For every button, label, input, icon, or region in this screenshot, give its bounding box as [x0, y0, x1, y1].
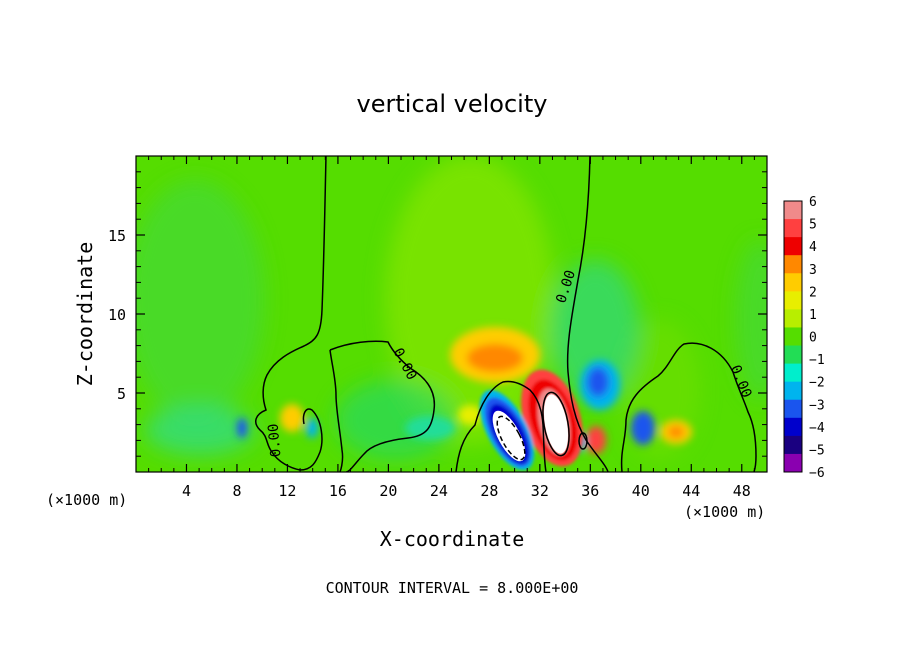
chart-title: vertical velocity — [357, 90, 548, 118]
x-unit-left: (×1000 m) — [46, 491, 127, 509]
colorbar-label: 6 — [809, 195, 817, 210]
x-tick-label: 24 — [430, 482, 448, 500]
x-unit-right: (×1000 m) — [684, 503, 765, 521]
colorbar-label: −1 — [809, 353, 825, 368]
x-tick-label: 32 — [531, 482, 549, 500]
colorbar-swatch — [784, 237, 802, 256]
x-tick-label: 44 — [682, 482, 700, 500]
x-tick-label: 36 — [581, 482, 599, 500]
colorbar-swatch — [784, 309, 802, 328]
colorbar-label: 5 — [809, 218, 817, 233]
colorbar-swatch — [784, 363, 802, 383]
y-tick-label: 10 — [108, 306, 126, 324]
contour-interval-note: CONTOUR INTERVAL = 8.000E+00 — [326, 579, 579, 597]
x-axis-label: X-coordinate — [380, 527, 525, 551]
x-axis: 4 8 12 16 20 24 28 32 36 40 44 48 — [148, 156, 755, 500]
colorbar-swatch — [784, 345, 802, 364]
colorbar: 6 5 4 3 2 1 0 −1 −2 −3 −4 −5 −6 — [783, 195, 825, 481]
y-axis-label: Z-coordinate — [73, 242, 97, 387]
x-tick-label: 20 — [379, 482, 397, 500]
colorbar-swatch — [784, 219, 802, 238]
colorbar-label: −2 — [809, 376, 825, 391]
colorbar-label: 1 — [809, 308, 817, 323]
x-tick-label: 40 — [632, 482, 650, 500]
zero-contours — [255, 156, 757, 472]
colorbar-swatch — [784, 201, 802, 220]
y-axis: 5 10 15 — [108, 171, 767, 457]
colorbar-swatch — [784, 273, 802, 292]
colorbar-swatch — [784, 291, 802, 310]
colorbar-label: −3 — [809, 398, 825, 413]
colorbar-swatch — [784, 327, 802, 346]
contour-label: 0.00 — [266, 423, 285, 458]
y-tick-label: 5 — [117, 385, 126, 403]
y-tick-label: 15 — [108, 227, 126, 245]
x-tick-label: 48 — [733, 482, 751, 500]
x-tick-label: 12 — [278, 482, 296, 500]
colorbar-swatch — [784, 435, 802, 455]
heatmap-field — [136, 156, 767, 472]
colorbar-label: 4 — [809, 240, 817, 255]
colorbar-swatch — [784, 417, 802, 437]
colorbar-label: 0 — [809, 331, 817, 346]
colorbar-swatch — [784, 255, 802, 274]
colorbar-swatch — [784, 399, 802, 419]
colorbar-label: 2 — [809, 285, 817, 300]
x-tick-label: 4 — [182, 482, 191, 500]
x-tick-label: 28 — [480, 482, 498, 500]
colorbar-swatch — [784, 453, 802, 473]
colorbar-swatch — [784, 381, 802, 401]
x-tick-label: 8 — [232, 482, 241, 500]
colorbar-label: 3 — [809, 263, 817, 278]
x-tick-label: 16 — [329, 482, 347, 500]
colorbar-frame — [783, 200, 803, 473]
colorbar-label: −4 — [809, 421, 825, 436]
colorbar-label: −6 — [809, 466, 825, 481]
colorbar-label: −5 — [809, 443, 825, 458]
